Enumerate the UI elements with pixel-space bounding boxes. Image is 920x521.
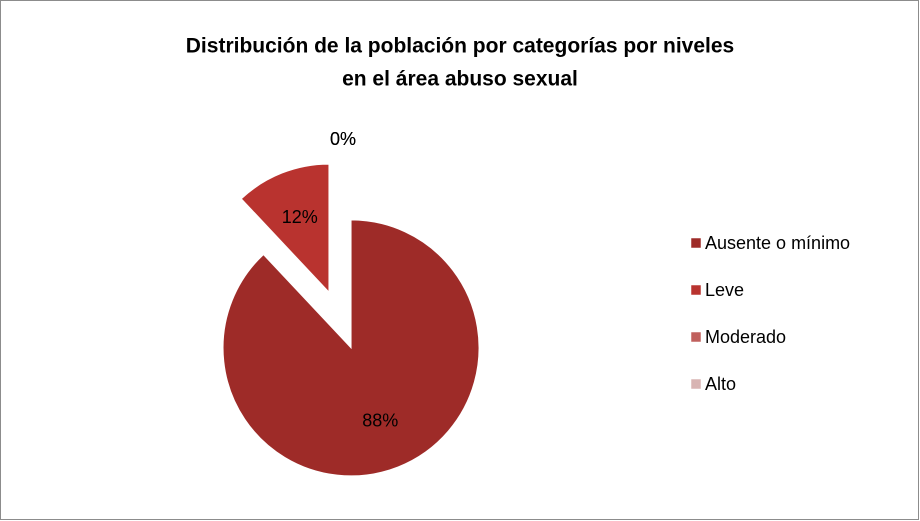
data-label: 12% — [282, 207, 318, 227]
chart-title: en el área abuso sexual — [342, 68, 578, 91]
data-label: 0% — [330, 129, 356, 149]
legend-swatch — [690, 378, 702, 390]
legend-swatch — [690, 284, 702, 296]
legend-label: Moderado — [705, 327, 786, 347]
data-label: 88% — [362, 410, 398, 430]
pie-slice — [222, 219, 480, 477]
legend-swatch — [690, 331, 702, 343]
legend-label: Alto — [705, 374, 736, 394]
legend-label: Ausente o mínimo — [705, 233, 850, 253]
pie-slice — [240, 163, 330, 294]
chart-title: Distribución de la población por categor… — [186, 35, 734, 58]
legend-swatch — [690, 237, 702, 249]
legend-label: Leve — [705, 280, 744, 300]
data-label: 0% — [330, 129, 356, 149]
